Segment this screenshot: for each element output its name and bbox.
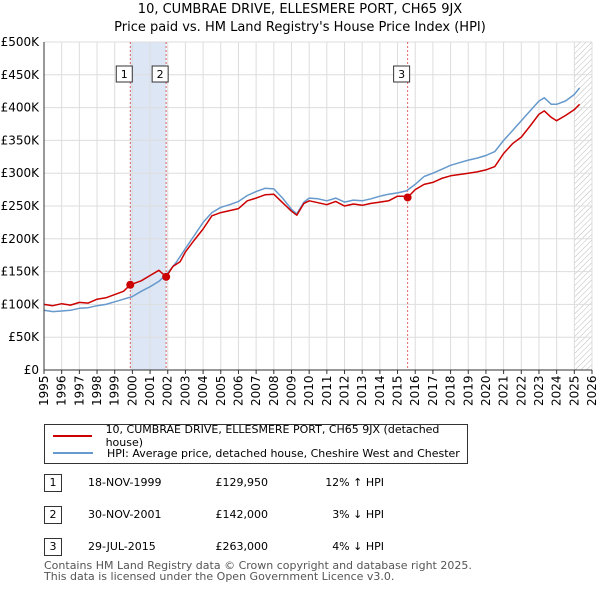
sale-marker-box (393, 65, 411, 83)
x-tick-label: 2006 (231, 375, 245, 406)
sale-row: 1 18-NOV-1999 £129,950 12% ↑ HPI (44, 474, 464, 492)
x-tick-label: 2022 (514, 375, 528, 406)
sale-point (162, 272, 171, 281)
sale-price: £142,000 (215, 508, 269, 521)
x-tick-label: 2020 (479, 375, 493, 406)
sale-marker-box (151, 65, 169, 83)
x-tick-label: 2021 (497, 375, 511, 406)
x-tick-label: 2009 (284, 375, 298, 406)
x-tick-label: 2011 (320, 375, 334, 406)
x-tick-label: 2019 (461, 375, 475, 406)
y-tick-label: £450K (1, 68, 41, 82)
sale-hpi-diff: 3% ↓ HPI (332, 508, 384, 521)
sale-marker-label: 3 (398, 68, 405, 81)
chart-subtitle: Price paid vs. HM Land Registry's House … (114, 20, 486, 35)
y-tick-label: £300K (1, 166, 41, 180)
y-tick-label: £250K (1, 199, 41, 213)
sale-number-badge: 3 (44, 538, 62, 556)
sale-marker-label: 1 (121, 68, 128, 81)
y-tick-label: £0 (24, 363, 39, 377)
x-tick-label: 2008 (267, 375, 281, 406)
sale-marker-label: 2 (157, 68, 164, 81)
x-tick-label: 1995 (37, 375, 51, 406)
sale-number-badge: 1 (44, 474, 62, 492)
sale-hpi-diff: 12% ↑ HPI (325, 476, 384, 489)
x-tick-label: 1996 (55, 375, 69, 406)
x-tick-label: 2015 (391, 375, 405, 406)
x-tick-label: 2018 (444, 375, 458, 406)
x-tick-label: 2014 (373, 375, 387, 406)
sale-price: £129,950 (215, 476, 269, 489)
y-tick-label: £200K (1, 232, 41, 246)
x-tick-label: 2017 (426, 375, 440, 406)
x-tick-label: 2012 (338, 375, 352, 406)
x-tick-label: 2025 (567, 375, 581, 406)
series-line-hpi (43, 87, 581, 313)
y-tick-label: £150K (1, 265, 41, 279)
series-line-property (43, 103, 581, 307)
footer-copyright: Contains HM Land Registry data © Crown c… (44, 559, 472, 572)
sale-date: 29-JUL-2015 (88, 540, 156, 553)
sale-date: 30-NOV-2001 (88, 508, 162, 521)
legend-label-hpi: HPI: Average price, detached house, Ches… (107, 446, 460, 460)
y-tick-label: £50K (8, 330, 40, 344)
x-tick-label: 2010 (302, 375, 316, 406)
chart-title: 10, CUMBRAE DRIVE, ELLESMERE PORT, CH65 … (137, 2, 463, 17)
sale-price: £263,000 (215, 540, 269, 553)
chart-legend: 10, CUMBRAE DRIVE, ELLESMERE PORT, CH65 … (44, 423, 468, 464)
x-tick-label: 2024 (550, 375, 564, 406)
x-tick-label: 2004 (196, 375, 210, 406)
x-tick-label: 1998 (90, 375, 104, 406)
footer-licence: This data is licensed under the Open Gov… (44, 570, 395, 583)
x-tick-label: 1999 (108, 375, 122, 406)
price-chart: 1 2 3 £0 £50K £100K £150K £200K £250K £300K £350K… (1, 35, 599, 406)
x-tick-label: 1997 (72, 375, 86, 406)
sale-marker-box (115, 65, 133, 83)
sale-point (126, 280, 135, 289)
x-tick-label: 2026 (585, 375, 599, 406)
sale-row: 3 29-JUL-2015 £263,000 4% ↓ HPI (44, 538, 464, 556)
sale-point (403, 193, 412, 202)
attribution-footer: Contains HM Land Registry data © Crown c… (44, 560, 472, 582)
x-tick-label: 2005 (214, 375, 228, 406)
legend-swatch-property (53, 435, 92, 437)
x-tick-label: 2007 (249, 375, 263, 406)
legend-item-hpi: HPI: Average price, detached house, Ches… (53, 445, 460, 461)
y-tick-label: £350K (1, 133, 41, 147)
x-tick-label: 2000 (125, 375, 139, 406)
x-tick-label: 2013 (355, 375, 369, 406)
sale-date: 18-NOV-1999 (88, 476, 162, 489)
legend-item-property: 10, CUMBRAE DRIVE, ELLESMERE PORT, CH65 … (53, 423, 467, 449)
sale-hpi-diff: 4% ↓ HPI (332, 540, 384, 553)
legend-label-property: 10, CUMBRAE DRIVE, ELLESMERE PORT, CH65 … (105, 423, 440, 449)
x-tick-label: 2002 (161, 375, 175, 406)
y-tick-label: £400K (1, 101, 41, 115)
legend-swatch-hpi (53, 452, 93, 454)
sale-number-badge: 2 (44, 506, 62, 524)
y-tick-label: £500K (1, 35, 41, 49)
x-tick-label: 2016 (408, 375, 422, 406)
y-tick-label: £100K (1, 297, 41, 311)
sale-row: 2 30-NOV-2001 £142,000 3% ↓ HPI (44, 506, 464, 524)
x-tick-label: 2003 (178, 375, 192, 406)
x-tick-label: 2001 (143, 375, 157, 406)
x-tick-label: 2023 (532, 375, 546, 406)
